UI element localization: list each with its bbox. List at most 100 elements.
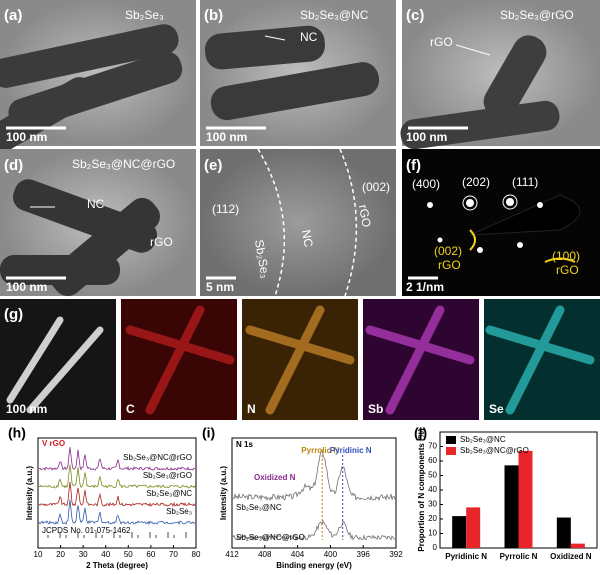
annotation: rGO [430, 35, 453, 49]
legend-label: Sb₂Se₃@NC@rGO [460, 446, 529, 455]
peak-label: Pyrrolic N [301, 446, 339, 455]
x-tick-label: 60 [146, 550, 155, 559]
bar [518, 450, 533, 548]
annotation: rGO [150, 235, 173, 249]
xrd-trace [38, 464, 196, 489]
scale-label: 100 nm [206, 130, 247, 144]
panel-a: (a) Sb₂Se₃ 100 nm [0, 0, 196, 153]
region-label: NC [299, 229, 316, 249]
y-tick-label: 0 [433, 543, 438, 552]
x-tick-label: 404 [291, 550, 305, 559]
map-label: N [247, 402, 256, 416]
ring-label: (202) [462, 175, 490, 189]
sample-label: Sb₂Se₃@NC [300, 8, 369, 22]
reference-label: JCPDS No. 01-075-1462 [42, 526, 131, 535]
bar [466, 507, 481, 548]
xrd-trace [38, 481, 196, 507]
trace-label: Sb₂Se₃@NC [236, 503, 282, 512]
ring-label: (100) [552, 249, 580, 263]
panel-e: (e) (112) Sb₂Se₃ NC rGO (002) 5 nm [200, 148, 396, 297]
ring-label: rGO [438, 258, 461, 272]
trace-label: Sb₂Se₃ [166, 507, 192, 516]
legend-swatch [446, 436, 456, 444]
plot-frame [231, 437, 397, 549]
y-tick-label: 60 [428, 456, 437, 465]
plane-label: (002) [362, 180, 390, 194]
annotation: NC [87, 197, 105, 211]
y-tick-label: 10 [428, 529, 437, 538]
map-label: Sb [368, 402, 383, 416]
spectrum-title: N 1s [236, 440, 253, 449]
panel-label: (g) [4, 306, 23, 323]
legend-label: Sb₂Se₃@NC [460, 435, 506, 444]
x-tick-label: 80 [192, 550, 201, 559]
bar [504, 465, 519, 548]
y-tick-label: 70 [428, 442, 437, 451]
map-label: C [126, 402, 135, 416]
scale-label: 5 nm [206, 280, 234, 294]
bar [556, 517, 571, 548]
sample-label: Sb₂Se₃@rGO [500, 8, 574, 22]
marker-label: V rGO [42, 439, 65, 448]
y-tick-label: 40 [428, 485, 437, 494]
x-tick-label: 396 [357, 550, 371, 559]
region-label: Sb₂Se₃ [252, 239, 273, 280]
plane-label: (112) [212, 202, 239, 216]
panel-label: (d) [4, 157, 23, 174]
panel-label: (b) [204, 7, 223, 24]
scale-label: 100 nm [6, 280, 47, 294]
panel-d: (d) Sb₂Se₃@NC@rGO NC rGO 100 nm [0, 149, 196, 297]
trace-label: Sb₂Se₃@NC [146, 489, 192, 498]
x-tick-label: Pyridinic N [445, 552, 487, 561]
x-tick-label: Pyrrolic N [500, 552, 538, 561]
y-axis-label: Intensity (a.u.) [219, 466, 228, 521]
ring-label: (400) [412, 177, 440, 191]
sample-label: Sb₂Se₃ [125, 8, 164, 22]
x-axis-label: Binding energy (eV) [276, 561, 352, 570]
trace-label: Sb₂Se₃@NC@rGO [123, 453, 192, 462]
x-tick-label: 412 [225, 550, 239, 559]
x-tick-label: 40 [101, 550, 110, 559]
scale-label: 2 1/nm [406, 280, 444, 294]
peak-label: Pyridinic N [330, 446, 372, 455]
y-axis-label: Intensity (a.u.) [25, 466, 34, 521]
xps-trace [232, 449, 396, 502]
peak-label: Oxidized N [254, 473, 296, 482]
panel-c: (c) Sb₂Se₃@rGO rGO 100 nm [400, 0, 600, 150]
charts: 10 20 30 40 50 60 70 80 2 Theta (degree) Intensit… [8, 425, 598, 570]
x-axis-label: 2 Theta (degree) [86, 561, 148, 570]
trace-label: Sb₂Se₃@rGO [143, 471, 192, 480]
legend-swatch [446, 447, 456, 455]
x-tick-label: 70 [169, 550, 178, 559]
panel-label: (a) [4, 7, 22, 24]
x-tick-label: 50 [124, 550, 133, 559]
rods [0, 24, 183, 153]
panel-label: (j) [414, 425, 427, 441]
panel-label: (h) [8, 425, 26, 441]
bar [452, 516, 467, 548]
ring-label: (111) [512, 175, 538, 189]
arrow [264, 35, 286, 41]
plot-frame [37, 437, 197, 549]
panel-label: (e) [204, 157, 222, 174]
x-tick-label: Oxidized N [550, 552, 592, 561]
panel-f: (f) (400) (202) (111) (002) rGO (100) rG… [402, 149, 600, 296]
map-label: Se [489, 402, 504, 416]
region-label: rGO [356, 204, 374, 229]
scale-label: 100 nm [406, 130, 447, 144]
x-tick-label: 400 [324, 550, 338, 559]
annotation: NC [300, 30, 318, 44]
y-tick-label: 50 [428, 471, 437, 480]
x-tick-label: 392 [389, 550, 403, 559]
xrd-trace [38, 447, 196, 471]
x-tick-label: 30 [79, 550, 88, 559]
ring-label: rGO [556, 263, 579, 277]
x-tick-label: 10 [34, 550, 43, 559]
xrd-trace [38, 499, 196, 525]
bar [570, 543, 585, 548]
y-tick-label: 30 [428, 500, 437, 509]
x-tick-label: 408 [258, 550, 272, 559]
panel-b: (b) Sb₂Se₃@NC NC 100 nm [200, 0, 396, 146]
scale-label: 100 nm [6, 402, 47, 416]
